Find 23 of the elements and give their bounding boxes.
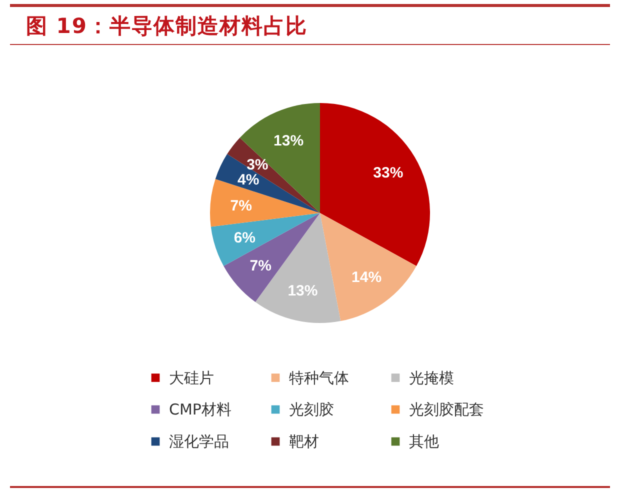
data-label: 33% (373, 164, 404, 182)
legend-label: 光掩模 (409, 368, 454, 387)
chart-title: 图 19：半导体制造材料占比 (26, 13, 308, 40)
data-label: 7% (230, 198, 252, 215)
data-label: 3% (246, 156, 268, 174)
legend-label: CMP材料 (169, 400, 232, 418)
pie-slice (224, 213, 320, 302)
legend-label: 光刻胶配套 (409, 400, 484, 418)
pie-slice (320, 103, 430, 266)
legend-label: 大硅片 (169, 368, 214, 387)
data-label: 14% (352, 269, 382, 286)
data-label: 4% (237, 171, 260, 188)
data-label: 7% (250, 257, 272, 274)
legend-label: 光刻胶 (289, 400, 334, 418)
data-label: 13% (274, 132, 304, 150)
data-label: 13% (288, 282, 318, 300)
pie-slice (320, 213, 416, 322)
legend-label: 特种气体 (289, 368, 349, 387)
data-label: 6% (234, 229, 256, 246)
legend-label: 其他 (409, 432, 439, 450)
pie-slice (215, 154, 320, 213)
legend-label: 靶材 (289, 432, 319, 450)
legend-label: 湿化学品 (169, 432, 229, 450)
